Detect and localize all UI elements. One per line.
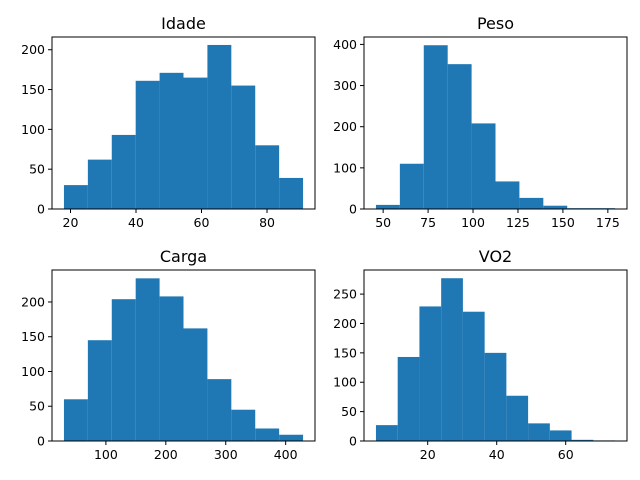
x-tick-label: 40 [128,215,144,230]
x-tick-label: 60 [558,447,574,462]
histogram-bar [135,80,160,209]
histogram-bar [207,379,232,441]
x-tick-label: 150 [551,215,575,230]
x-tick-label: 80 [259,215,275,230]
chart-title: VO2 [479,247,512,266]
histogram-bar [528,423,550,441]
chart-title: Idade [161,14,206,33]
histogram-bar [506,395,529,441]
x-tick-label: 200 [154,447,178,462]
histogram-bar [462,311,485,441]
histogram-bar [549,430,572,441]
histogram-bar [423,45,448,210]
x-tick-label: 20 [63,215,79,230]
histogram-bar [87,340,112,441]
histogram-bar [397,356,420,441]
y-tick-label: 0 [37,202,45,217]
y-tick-label: 150 [21,82,45,97]
histogram-bar [471,123,496,209]
histogram-bar [543,205,568,209]
chart-title: Carga [160,247,207,266]
y-tick-label: 200 [21,42,45,57]
x-tick-label: 40 [489,447,505,462]
x-tick-label: 125 [506,215,530,230]
x-tick-label: 400 [274,447,298,462]
histogram-bar [63,185,88,209]
y-tick-label: 150 [333,345,357,360]
histogram-bar [207,44,232,210]
y-tick-label: 200 [333,316,357,331]
x-tick-label: 300 [214,447,238,462]
y-tick-label: 250 [333,287,357,302]
y-tick-label: 50 [341,404,357,419]
histogram-bar [375,204,400,209]
x-tick-label: 100 [461,215,485,230]
y-tick-label: 0 [349,434,357,449]
histogram-bar [519,197,544,209]
axes-frame [51,36,316,210]
histogram-bar [255,428,280,441]
histogram-bar [279,177,304,209]
histogram-panel-0: 20 40 60 80 0 50 100 150 200 Idade [21,14,316,230]
histogram-bar [183,77,208,209]
histogram-bar [495,181,520,209]
histogram-bar [63,399,88,441]
histogram-bar [183,328,208,441]
histogram-panel-3: 20 40 60 0 50 100 150 200 250 VO2 [333,247,628,462]
histogram-bar [231,85,256,209]
x-tick-label: 60 [194,215,210,230]
y-tick-label: 200 [333,119,357,134]
histogram-bar [159,296,184,441]
histogram-bar [399,163,424,209]
histogram-bar [441,278,463,441]
histogram-bar [447,64,472,209]
histogram-bar [87,159,112,209]
x-tick-label: 75 [420,215,436,230]
histogram-bar [484,352,507,441]
axes-frame [363,269,628,442]
histogram-panel-1: 50 75 100 125 150 175 0 100 200 300 400 Peso [333,14,628,230]
histogram-bar [159,72,184,209]
histogram-bar [375,425,398,441]
histogram-bar [255,145,280,209]
y-tick-label: 300 [333,78,357,93]
y-tick-label: 100 [21,364,45,379]
y-tick-label: 400 [333,37,357,52]
histogram-bar [231,409,256,441]
histogram-bar [419,306,442,441]
y-tick-label: 50 [29,162,45,177]
y-tick-label: 200 [21,294,45,309]
histogram-bar [135,278,160,441]
histogram-bar [111,134,136,209]
y-tick-label: 100 [21,122,45,137]
x-tick-label: 20 [420,447,436,462]
x-tick-label: 175 [596,215,620,230]
y-tick-label: 100 [333,375,357,390]
histogram-bar [111,299,136,441]
histogram-bar [571,439,594,441]
axes-frame [363,36,628,210]
axes-frame [51,269,316,442]
y-tick-label: 0 [37,434,45,449]
histogram-bar [279,434,304,441]
y-tick-label: 0 [349,202,357,217]
x-tick-label: 100 [94,447,118,462]
y-tick-label: 100 [333,160,357,175]
histogram-panel-2: 100 200 300 400 0 50 100 150 200 Carga [21,247,316,462]
chart-title: Peso [477,14,514,33]
y-tick-label: 50 [29,399,45,414]
x-tick-label: 50 [375,215,391,230]
y-tick-label: 150 [21,329,45,344]
